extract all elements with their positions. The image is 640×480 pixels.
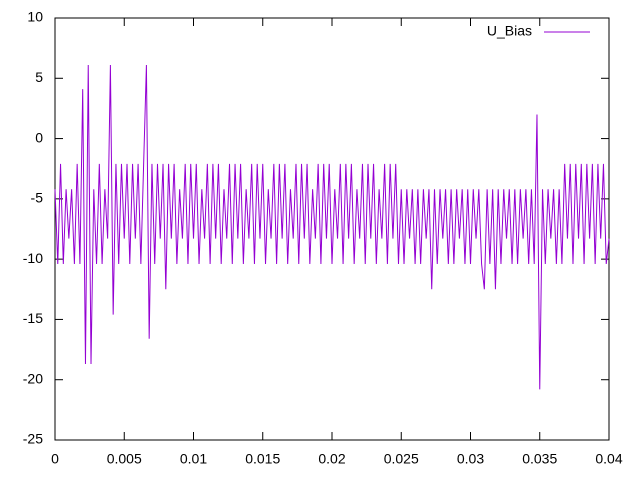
- x-tick-label: 0.03: [457, 451, 484, 467]
- y-tick-label: -10: [23, 250, 43, 266]
- x-tick-label: 0.035: [522, 451, 557, 467]
- legend-label: U_Bias: [487, 23, 532, 39]
- x-tick-label: 0.005: [107, 451, 142, 467]
- x-tick-label: 0.04: [595, 451, 622, 467]
- y-tick-label: -20: [23, 370, 43, 386]
- x-tick-label: 0.025: [384, 451, 419, 467]
- data-line: [54, 65, 610, 390]
- x-tick-label: 0: [51, 451, 59, 467]
- y-tick-label: -5: [31, 190, 44, 206]
- x-tick-label: 0.01: [180, 451, 207, 467]
- y-tick-label: -25: [23, 431, 43, 447]
- x-tick-label: 0.02: [318, 451, 345, 467]
- y-tick-label: 10: [27, 9, 43, 25]
- plot-border: [54, 17, 610, 441]
- y-tick-label: 5: [35, 69, 43, 85]
- x-tick-label: 0.015: [245, 451, 280, 467]
- y-tick-label: -15: [23, 310, 43, 326]
- y-tick-label: 0: [35, 129, 43, 145]
